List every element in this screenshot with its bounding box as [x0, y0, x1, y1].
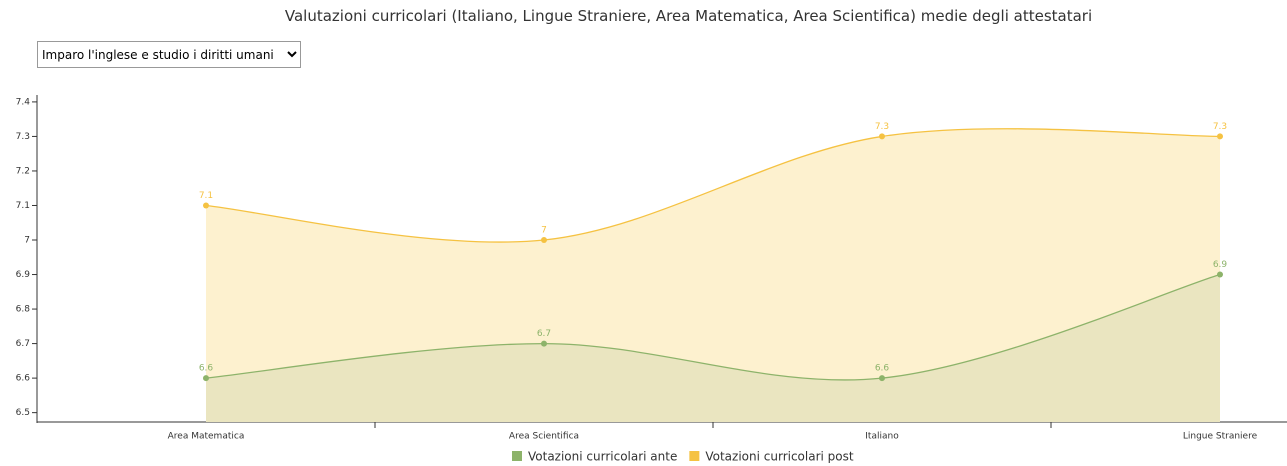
y-tick-label: 7.1: [16, 201, 30, 211]
y-tick-label: 7.4: [16, 97, 31, 107]
y-tick-label: 6.5: [16, 408, 30, 418]
point: [203, 375, 209, 382]
point: [1217, 271, 1223, 278]
data-label: 6.9: [1213, 260, 1228, 270]
y-tick-label: 7.3: [16, 132, 30, 142]
dropdown[interactable]: Imparo l'inglese e studio i diritti uman…: [37, 41, 301, 68]
x-tick-label: Italiano: [865, 432, 899, 442]
area: [206, 274, 1220, 422]
point: [541, 237, 547, 244]
data-label: 6.7: [537, 329, 551, 339]
data-label: 7.3: [1213, 122, 1227, 132]
y-tick-label: 6.6: [16, 374, 31, 384]
y-tick-label: 6.8: [16, 305, 31, 315]
data-label: 7.3: [875, 122, 889, 132]
point: [203, 202, 209, 209]
y-tick-label: 6.9: [16, 270, 31, 280]
legend-swatch: [689, 451, 700, 461]
y-tick-label: 7.2: [16, 166, 30, 176]
x-tick-label: Area Scientifica: [509, 432, 579, 442]
x-tick-label: Area Matematica: [168, 432, 245, 442]
point: [879, 133, 885, 140]
data-label: 6.6: [199, 364, 214, 374]
line: [205, 128, 1221, 243]
x-tick-label: Lingue Straniere: [1183, 432, 1258, 442]
point: [541, 340, 547, 347]
data-label: 6.6: [875, 364, 890, 374]
legend-label: Votazioni curricolari post: [705, 450, 854, 464]
point: [879, 375, 885, 382]
chart-title: Valutazioni curricolari (Italiano, Lingu…: [284, 7, 1093, 25]
data-label: 7.1: [199, 191, 213, 201]
legend-swatch: [512, 451, 522, 461]
y-tick-label: 7: [24, 236, 30, 246]
data-label: 7: [541, 226, 547, 236]
y-tick-label: 6.7: [16, 339, 30, 349]
legend-label: Votazioni curricolari ante: [528, 450, 677, 464]
point: [1217, 133, 1223, 140]
line: [205, 273, 1221, 381]
legend: Votazioni curricolari ante Votazioni curr…: [512, 450, 854, 464]
